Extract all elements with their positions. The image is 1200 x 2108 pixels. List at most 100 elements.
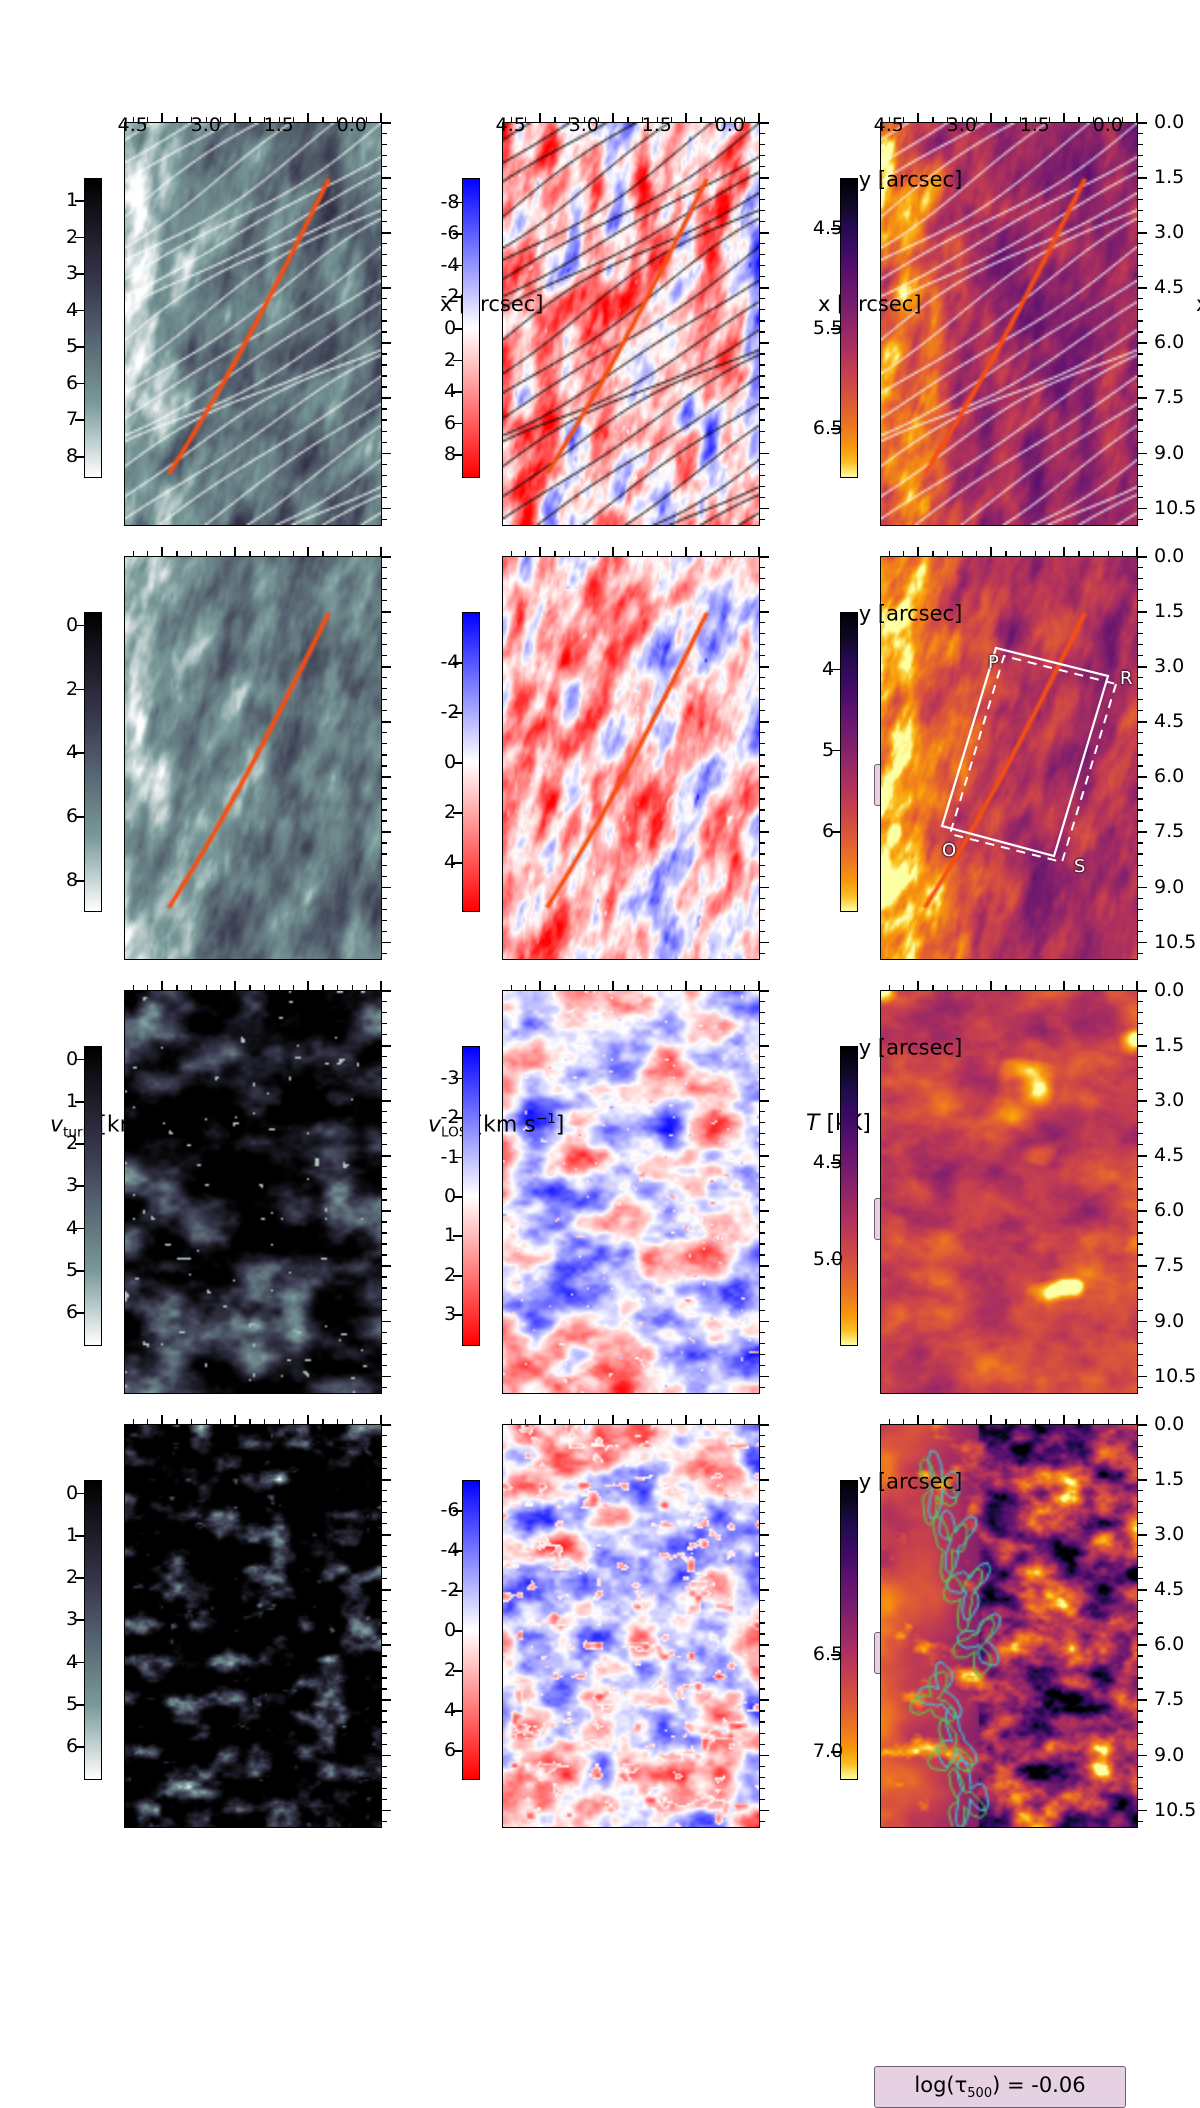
- panel-vlos-tau2[interactable]: [502, 990, 760, 1394]
- colorbar-tick-label: 8: [443, 443, 457, 466]
- x-tick-label: 6.0: [1154, 1199, 1185, 1222]
- colorbar-tick-label: 0: [443, 1185, 457, 1207]
- x-tick-minor: [760, 276, 765, 278]
- colorbar-vlos-tau0: [462, 178, 480, 478]
- x-tick-minor: [382, 375, 387, 377]
- y-tick-major: [758, 113, 760, 122]
- x-tick-label: 6.0: [1154, 765, 1185, 788]
- x-tick-minor: [382, 309, 387, 311]
- x-tick-minor: [382, 1243, 387, 1245]
- x-tick-major: [1138, 1424, 1147, 1426]
- x-tick-major: [382, 776, 391, 778]
- x-tick-major: [760, 1644, 769, 1646]
- y-tick-label: 1.5: [641, 114, 672, 137]
- x-tick-minor: [760, 787, 765, 789]
- y-tick-minor: [932, 985, 934, 990]
- x-tick-minor: [760, 1677, 765, 1679]
- x-tick-minor: [382, 842, 387, 844]
- x-tick-label: 10.5: [1154, 1798, 1197, 1821]
- colorbar-temperature-tau2: [840, 1046, 858, 1346]
- x-tick-minor: [1138, 1056, 1143, 1058]
- x-tick-minor: [1138, 589, 1143, 591]
- x-tick-label: 9.0: [1154, 441, 1185, 464]
- y-tick-minor: [568, 551, 571, 556]
- x-tick-major: [382, 177, 391, 179]
- x-tick-minor: [760, 1721, 765, 1723]
- x-tick-minor: [1138, 655, 1143, 657]
- x-tick-minor: [760, 1133, 765, 1135]
- x-tick-minor: [382, 589, 387, 591]
- panel-vturb-tau0[interactable]: [124, 122, 382, 526]
- panel-vturb-tau3[interactable]: [124, 1424, 382, 1828]
- x-tick-label: 4.5: [1154, 1144, 1185, 1167]
- x-tick-minor: [760, 919, 765, 921]
- y-tick-major: [685, 113, 687, 122]
- y-tick-minor: [1005, 985, 1007, 990]
- x-tick-major: [382, 611, 391, 613]
- y-tick-minor: [249, 1419, 251, 1424]
- x-tick-minor: [382, 1688, 387, 1690]
- x-tick-minor: [760, 853, 765, 855]
- x-tick-minor: [1138, 364, 1143, 366]
- x-tick-minor: [1138, 798, 1143, 800]
- x-tick-major: [1138, 776, 1147, 778]
- x-tick-minor: [382, 1666, 387, 1668]
- x-tick-minor: [760, 419, 765, 421]
- x-tick-minor: [382, 1567, 387, 1569]
- x-tick-minor: [382, 798, 387, 800]
- x-tick-minor: [1138, 1331, 1143, 1333]
- y-tick-minor: [132, 1419, 134, 1424]
- x-tick-major: [760, 941, 769, 944]
- colorbar-tick-label: 2: [443, 1263, 457, 1286]
- y-tick-minor: [278, 985, 280, 990]
- colorbar-tick-label: 2: [65, 1132, 79, 1155]
- y-tick-major: [612, 113, 614, 122]
- panel-vturb-tau1[interactable]: [124, 556, 382, 960]
- x-tick-minor: [760, 463, 765, 465]
- x-tick-minor: [1138, 1765, 1143, 1767]
- x-tick-minor: [382, 919, 387, 921]
- y-tick-minor: [176, 551, 178, 556]
- y-tick-minor: [132, 551, 134, 556]
- x-tick-minor: [1138, 688, 1143, 690]
- panel-vlos-tau0[interactable]: [502, 122, 760, 526]
- y-tick-major: [917, 1415, 919, 1424]
- colorbar-tick-label: -2: [440, 285, 460, 308]
- x-tick-minor: [1138, 1721, 1143, 1723]
- x-tick-minor: [760, 518, 765, 520]
- y-tick-major: [917, 113, 919, 122]
- y-tick-major: [1063, 113, 1065, 122]
- y-tick-minor: [205, 551, 207, 556]
- y-tick-minor: [1034, 985, 1036, 990]
- colorbar-tick-label: 0: [65, 1481, 79, 1504]
- panel-vlos-tau3[interactable]: [502, 1424, 760, 1828]
- y-tick-major: [685, 547, 687, 556]
- colorbar-tick-label: 4: [65, 741, 79, 764]
- y-tick-major: [917, 547, 919, 556]
- x-tick-minor: [760, 1468, 765, 1470]
- x-tick-label: 3.0: [1154, 1523, 1185, 1546]
- colorbar-tick-label: 0: [65, 1047, 79, 1070]
- colorbar-tick-label: -2: [440, 1106, 460, 1129]
- y-tick-minor: [1093, 551, 1095, 556]
- y-axis-ticks-row3-col1: [502, 1415, 760, 1424]
- x-tick-major: [760, 232, 769, 234]
- x-tick-label: 1.5: [1154, 166, 1185, 189]
- colorbar-tick-label: 2: [443, 1659, 457, 1681]
- panel-vlos-tau1[interactable]: [502, 556, 760, 960]
- x-tick-minor: [760, 1666, 765, 1668]
- x-tick-label: 9.0: [1154, 1309, 1185, 1332]
- panel-vturb-tau2[interactable]: [124, 990, 382, 1394]
- x-tick-major: [760, 1100, 769, 1102]
- x-tick-minor: [1138, 1067, 1143, 1069]
- x-tick-minor: [760, 1655, 765, 1657]
- x-tick-label: 7.5: [1154, 386, 1185, 409]
- x-tick-minor: [382, 463, 387, 465]
- x-tick-minor: [382, 633, 387, 635]
- y-tick-major: [1063, 547, 1065, 556]
- x-tick-minor: [760, 710, 765, 712]
- colorbar-tick-label: 6.5: [812, 1643, 844, 1666]
- y-tick-minor: [510, 551, 512, 556]
- y-tick-minor: [249, 117, 251, 122]
- x-tick-major: [382, 1375, 391, 1378]
